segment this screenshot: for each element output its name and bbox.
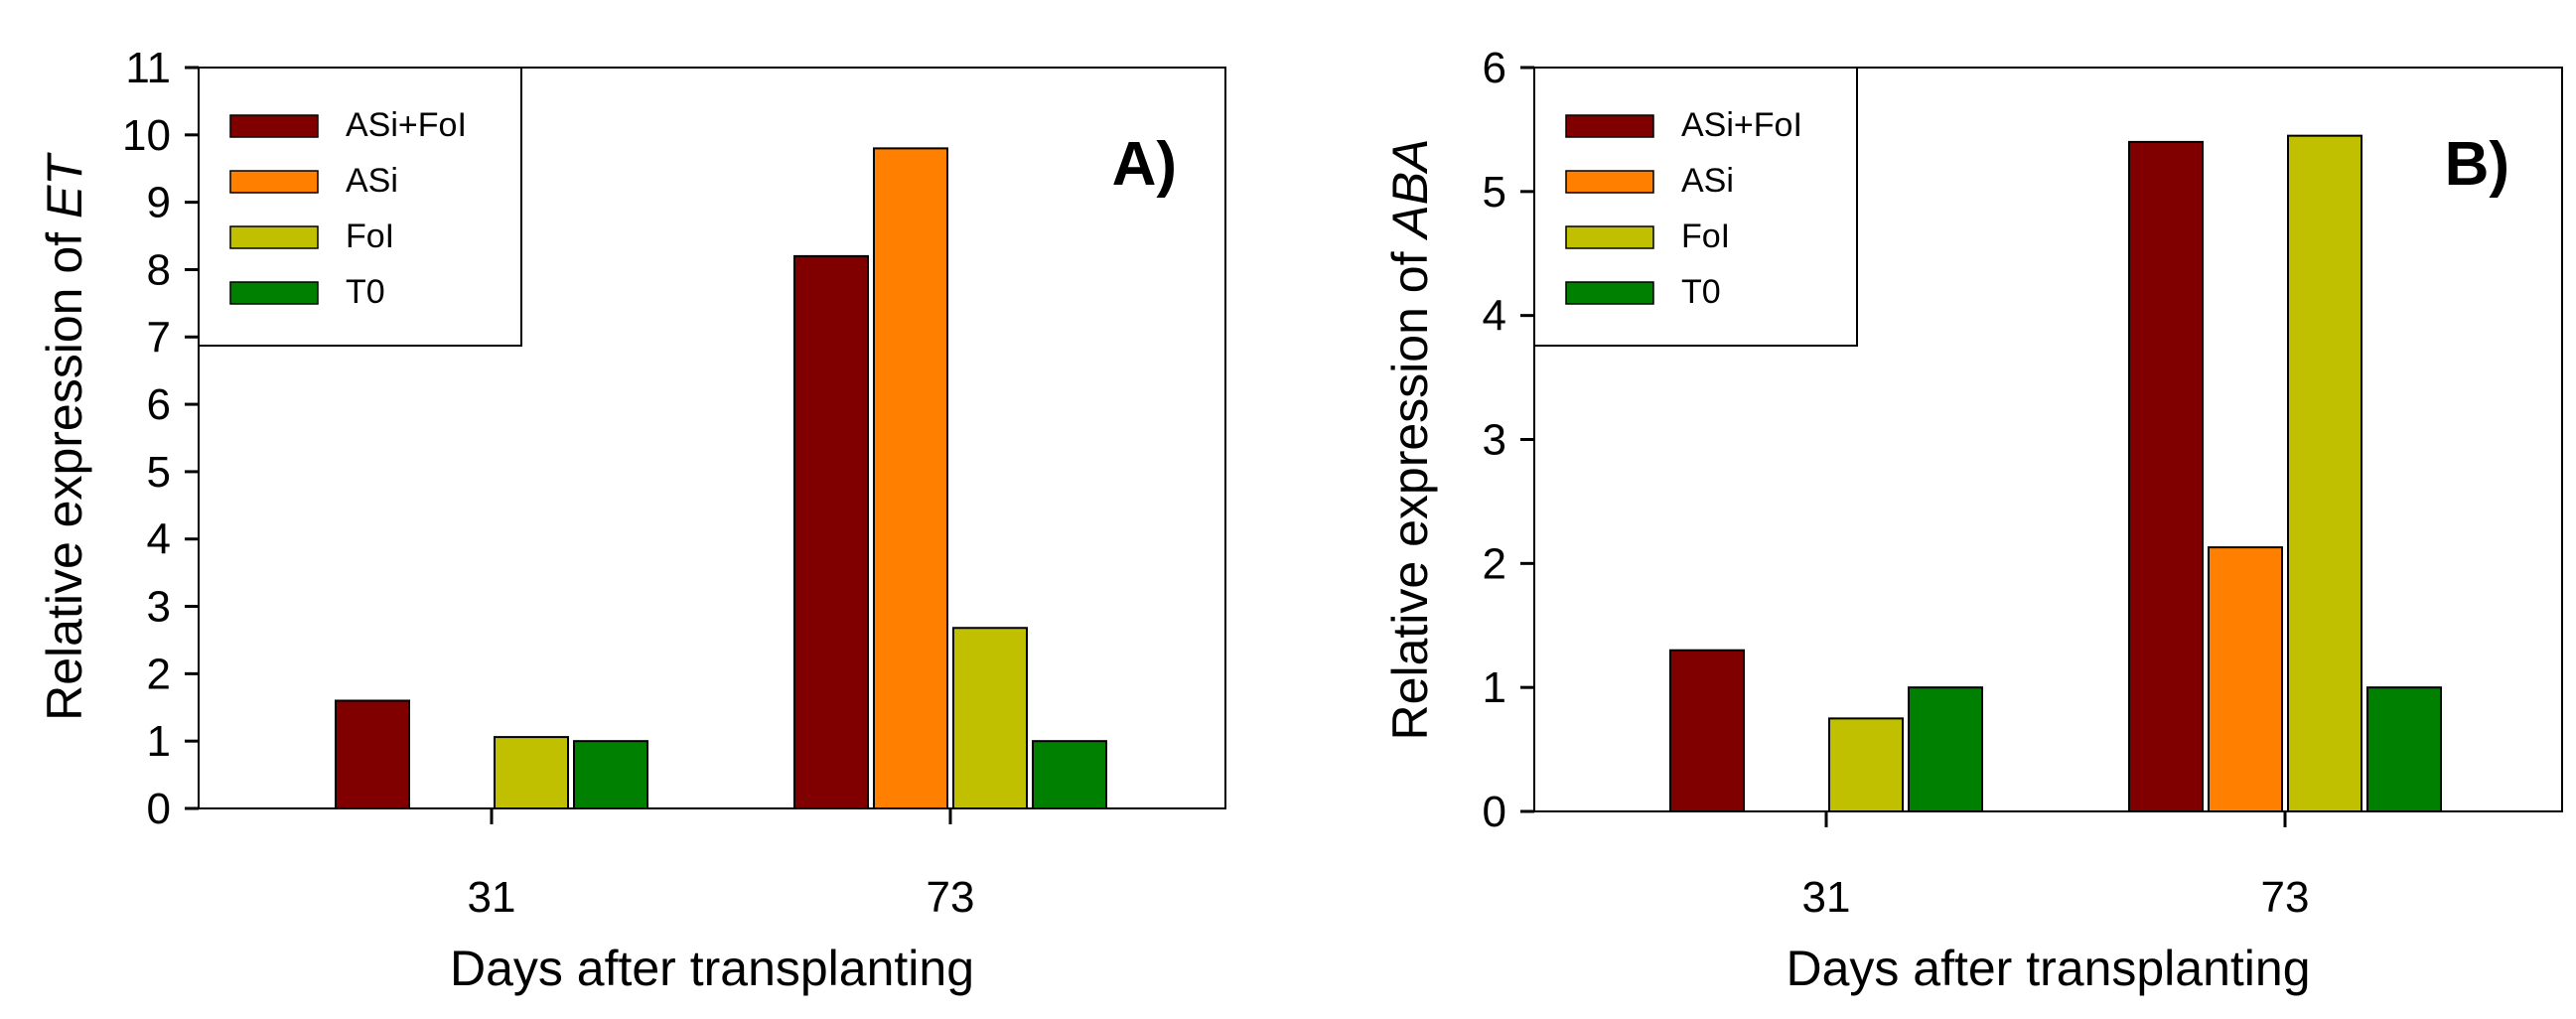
panel-a-y-tick-label: 2 [147, 650, 171, 698]
panel-a-y-tick-label: 11 [125, 44, 171, 92]
panel-b-bar-asi-73 [2208, 546, 2283, 812]
panel-b-legend-swatch [1565, 281, 1654, 305]
panel-a-legend-swatch [229, 170, 319, 194]
panel-a-y-tick-label: 8 [147, 245, 171, 294]
panel-a-y-tick-label: 6 [147, 380, 171, 429]
panel-a-label: A) [1112, 130, 1177, 199]
panel-a-legend-swatch [229, 225, 319, 249]
panel-a-y-axis-title-prefix: Relative expression of [37, 218, 92, 721]
panel-b-y-tick-label: 3 [1483, 416, 1506, 465]
panel-b-y-tick-label: 5 [1483, 168, 1506, 217]
panel-b-y-tick-label: 4 [1483, 292, 1506, 341]
panel-b-y-tick-label: 2 [1483, 539, 1506, 588]
panel-b-x-tick-label: 31 [1802, 873, 1851, 922]
panel-a-y-tick-label: 1 [147, 717, 171, 766]
panel-a-legend-label: T0 [346, 273, 385, 311]
panel-b-bar-foi-73 [2287, 134, 2362, 813]
panel-a-bar-t0-31 [573, 740, 648, 810]
panel-a-x-tick-label: 73 [927, 873, 975, 922]
panel-a-legend: ASi+FoI ASi FoI T0 [198, 67, 522, 347]
panel-a-y-tick-label: 10 [122, 111, 171, 160]
panel-a-plot-frame [198, 67, 1226, 809]
panel-a-y-tick-label: 0 [147, 785, 171, 833]
panel-b-bar-t0-31 [1908, 686, 1983, 813]
panel-a-x-axis-title: Days after transplanting [450, 941, 974, 996]
panel-a-y-tick-label: 9 [147, 179, 171, 227]
panel-a-y-axis-title-gene: ET [37, 152, 92, 218]
panel-b-y-tick-label: 1 [1483, 663, 1506, 712]
panel-b-x-axis-title: Days after transplanting [1786, 941, 2310, 996]
panel-a-y-axis-title: Relative expression of ET [37, 152, 92, 721]
panel-a-bar-asi-foi-73 [793, 254, 869, 809]
panel-a-x-tick-label: 31 [468, 873, 516, 922]
panel-a-y-tick-label: 4 [147, 515, 171, 564]
panel-b-label: B) [2445, 130, 2509, 199]
panel-b-legend-label: T0 [1681, 273, 1721, 311]
panel-a-bar-asi-73 [873, 147, 948, 809]
panel-b-legend-label: ASi+FoI [1681, 106, 1802, 144]
panel-a-bar-foi-31 [494, 736, 569, 810]
panel-a: 0 1 2 3 4 5 6 7 8 9 10 11 31 73 Days after transplanti… [37, 44, 1226, 996]
panel-b-legend-label: ASi [1681, 162, 1734, 200]
panel-b: 0 1 2 3 4 5 6 31 73 Days after transplanting Relat… [1382, 44, 2563, 996]
panel-b-y-axis-title-gene: ABA [1382, 139, 1438, 241]
panel-a-y-tick-label: 5 [147, 448, 171, 497]
panel-b-y-tick-label: 6 [1483, 44, 1506, 92]
panel-a-legend-swatch [229, 281, 319, 305]
panel-a-legend-label: ASi+FoI [346, 106, 467, 144]
panel-a-bar-foi-73 [952, 627, 1028, 809]
panel-a-y-tick-label: 3 [147, 583, 171, 632]
panel-b-legend-swatch [1565, 170, 1654, 194]
panel-b-bar-asi-foi-31 [1669, 649, 1745, 813]
panel-a-y-tick-label: 7 [147, 313, 171, 362]
panel-a-bar-asi-foi-31 [335, 699, 410, 809]
panel-b-y-axis-title-prefix: Relative expression of [1382, 238, 1438, 741]
panel-b-y-tick-label: 0 [1483, 788, 1506, 836]
panel-b-legend-swatch [1565, 114, 1654, 138]
panel-a-legend-label: FoI [346, 218, 394, 255]
panel-a-legend-label: ASi [346, 162, 398, 200]
panel-b-bar-t0-73 [2366, 686, 2442, 813]
panel-b-legend-label: FoI [1681, 218, 1730, 255]
panel-b-y-axis-title: Relative expression of ABA [1382, 139, 1438, 741]
panel-a-legend-swatch [229, 114, 319, 138]
panel-b-bar-foi-31 [1828, 717, 1904, 812]
panel-b-bar-asi-foi-73 [2128, 140, 2204, 812]
panel-b-legend: ASi+FoI ASi FoI T0 [1533, 67, 1858, 347]
panel-a-bar-t0-73 [1032, 740, 1107, 810]
panel-b-legend-swatch [1565, 225, 1654, 249]
panel-b-x-tick-label: 73 [2261, 873, 2310, 922]
